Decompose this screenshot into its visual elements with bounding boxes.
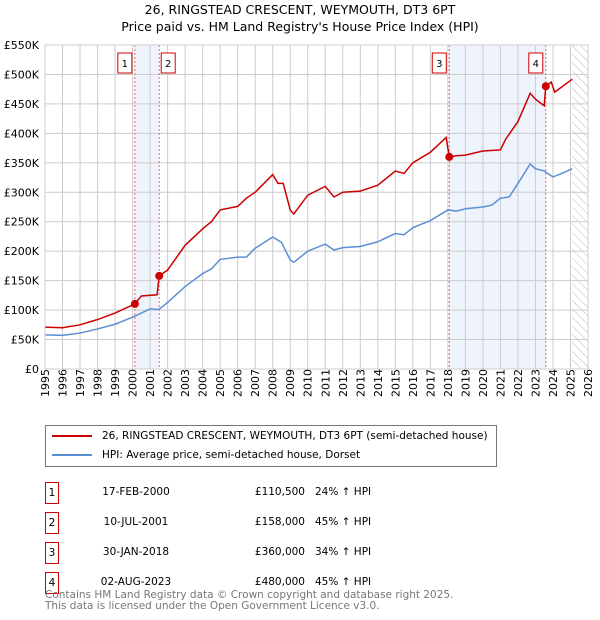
sale-row: 3 30-JAN-2018 £360,000 34% ↑ HPI <box>45 542 445 564</box>
y-tick-label: £300K <box>4 186 40 199</box>
sale-label-box <box>528 52 544 74</box>
x-tick-label: 2021 <box>494 369 507 397</box>
x-tick-label: 2002 <box>162 369 175 397</box>
chart-subtitle: Price paid vs. HM Land Registry's House … <box>121 19 479 34</box>
sale-badge: 1 <box>45 482 59 504</box>
x-tick-label: 2017 <box>424 369 437 397</box>
sale-row: 1 17-FEB-2000 £110,500 24% ↑ HPI <box>45 482 445 504</box>
sale-date: 10-JUL-2001 <box>103 516 169 528</box>
sale-price: £480,000 <box>254 576 305 588</box>
x-tick-label: 2007 <box>249 369 262 397</box>
legend: 26, RINGSTEAD CRESCENT, WEYMOUTH, DT3 6P… <box>45 425 497 467</box>
x-tick-label: 1999 <box>109 369 122 397</box>
sale-label-box <box>117 52 133 74</box>
legend-red-line <box>52 435 92 437</box>
chart-title: 26, RINGSTEAD CRESCENT, WEYMOUTH, DT3 6P… <box>144 2 456 17</box>
legend-label-property: 26, RINGSTEAD CRESCENT, WEYMOUTH, DT3 6P… <box>102 430 488 442</box>
sale-label-box <box>160 52 176 74</box>
sale-point <box>445 152 454 161</box>
legend-blue-line <box>52 454 92 456</box>
sale-label-box <box>431 52 447 74</box>
sale-price: £110,500 <box>254 486 305 498</box>
x-tick-label: 2022 <box>512 369 525 397</box>
x-tick-label: 2001 <box>144 369 157 397</box>
footer-line2: This data is licensed under the Open Gov… <box>45 600 380 612</box>
y-tick-label: £0 <box>25 363 39 376</box>
x-tick-label: 2025 <box>564 369 577 397</box>
y-tick-label: £450K <box>4 98 40 111</box>
sale-badge: 3 <box>45 542 59 564</box>
sale-period-shade <box>134 45 160 369</box>
sale-row: 4 02-AUG-2023 £480,000 45% ↑ HPI <box>45 572 445 594</box>
footer: Contains HM Land Registry data © Crown c… <box>45 590 453 612</box>
y-tick-label: £500K <box>4 68 40 81</box>
x-tick-label: 2010 <box>302 369 315 397</box>
sale-badge: 2 <box>45 512 59 534</box>
legend-label-hpi: HPI: Average price, semi-detached house,… <box>102 449 361 461</box>
x-tick-label: 1998 <box>92 369 105 397</box>
x-tick-label: 2000 <box>127 369 140 397</box>
x-tick-label: 2013 <box>354 369 367 397</box>
sale-row: 2 10-JUL-2001 £158,000 45% ↑ HPI <box>45 512 445 534</box>
sale-date: 17-FEB-2000 <box>102 486 170 498</box>
y-tick-label: £50K <box>11 334 40 347</box>
x-tick-label: 2023 <box>529 369 542 397</box>
y-tick-label: £350K <box>4 157 40 170</box>
plot-border <box>44 44 589 370</box>
y-tick-label: £400K <box>4 127 40 140</box>
x-tick-label: 2004 <box>197 369 210 397</box>
sale-point <box>155 271 164 280</box>
sale-date: 02-AUG-2023 <box>100 576 172 588</box>
sale-badge: 4 <box>45 572 59 594</box>
y-tick-label: £550K <box>4 39 40 52</box>
x-tick-label: 2024 <box>547 369 560 397</box>
x-tick-label: 2011 <box>319 369 332 397</box>
sale-hpi-diff: 34% ↑ HPI <box>315 546 372 558</box>
sale-hpi-diff: 24% ↑ HPI <box>315 486 372 498</box>
sale-hpi-diff: 45% ↑ HPI <box>315 576 372 588</box>
forecast-hatch <box>572 45 588 369</box>
x-tick-label: 1995 <box>39 369 52 397</box>
footer-line1: Contains HM Land Registry data © Crown c… <box>45 589 454 601</box>
x-tick-label: 2016 <box>407 369 420 397</box>
x-tick-label: 1996 <box>57 369 70 397</box>
y-tick-label: £250K <box>4 216 40 229</box>
x-tick-label: 2008 <box>267 369 280 397</box>
sale-label: 2 <box>165 59 171 70</box>
x-tick-label: 2009 <box>284 369 297 397</box>
y-tick-label: £150K <box>4 275 40 288</box>
x-tick-label: 2019 <box>459 369 472 397</box>
x-tick-label: 2012 <box>337 369 350 397</box>
y-tick-label: £200K <box>4 245 40 258</box>
x-tick-label: 2015 <box>389 369 402 397</box>
x-tick-label: 2005 <box>214 369 227 397</box>
sale-label: 4 <box>533 59 539 70</box>
price-chart: 1995 1996 1997 1998 1999 2000 2001 2002 2003 2004… <box>4 39 595 397</box>
hpi-line <box>45 162 573 337</box>
sale-point <box>130 299 139 308</box>
sale-date: 30-JAN-2018 <box>102 546 170 558</box>
sale-label: 3 <box>436 59 442 70</box>
sale-price: £158,000 <box>254 516 305 528</box>
property-price-line <box>45 78 573 329</box>
x-tick-label: 2020 <box>477 369 490 397</box>
sale-label: 1 <box>122 59 128 70</box>
x-tick-label: 2026 <box>582 369 595 397</box>
x-tick-label: 2018 <box>442 369 455 397</box>
sale-price: £360,000 <box>254 546 305 558</box>
x-tick-label: 2003 <box>179 369 192 397</box>
y-tick-label: £100K <box>4 304 40 317</box>
x-tick-label: 2014 <box>372 369 385 397</box>
x-tick-label: 1997 <box>74 369 87 397</box>
sale-point <box>541 82 550 91</box>
sale-hpi-diff: 45% ↑ HPI <box>315 516 372 528</box>
x-tick-label: 2006 <box>232 369 245 397</box>
